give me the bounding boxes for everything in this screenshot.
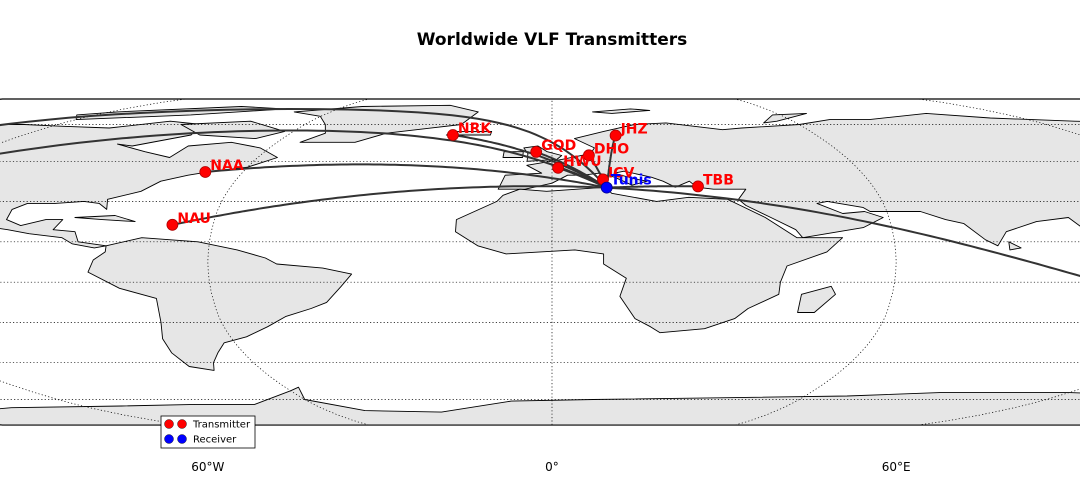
- land-cuba: [74, 215, 136, 223]
- path-nwc: [606, 186, 1080, 277]
- land-svalbard: [592, 108, 651, 114]
- longitude-gridline: [0, 98, 186, 426]
- path-tbb: [606, 185, 698, 189]
- transmitter-marker: [552, 161, 564, 174]
- transmitter-label: GQD: [541, 138, 576, 154]
- path-nau: [172, 185, 607, 226]
- transmitter-label: DHO: [594, 141, 629, 157]
- transmitter-label: NRK: [458, 121, 492, 137]
- transmitter-marker: [199, 166, 212, 178]
- legend-marker: [164, 434, 174, 444]
- station-markers: NPMNLKNAANAUNRKJHZGQDDHOHWUICVTBBNWCTuni…: [166, 121, 734, 231]
- path-nlk: [0, 129, 608, 189]
- path-npm: [0, 107, 608, 189]
- longitude-label: 0°: [545, 460, 559, 474]
- legend-marker: [164, 419, 174, 429]
- legend-label: Transmitter: [192, 420, 251, 431]
- legend-box: [160, 415, 256, 449]
- legend-marker: [177, 419, 187, 429]
- transmitter-marker: [609, 129, 622, 142]
- map-title: Worldwide VLF Transmitters: [417, 30, 688, 50]
- transmitter-marker: [692, 180, 704, 193]
- transmitter-label: TBB: [703, 172, 734, 188]
- legend-marker: [177, 434, 187, 444]
- transmitter-marker: [530, 145, 543, 158]
- longitude-label: 60°W: [191, 460, 224, 474]
- path-naa: [205, 163, 607, 189]
- path-hwu: [557, 166, 608, 189]
- transmitter-marker: [583, 149, 595, 162]
- land-sri-lanka: [1008, 241, 1022, 251]
- transmitter-marker: [446, 129, 459, 141]
- legend: Transmitter Receiver: [160, 415, 256, 449]
- receiver-label: Tunis: [611, 173, 652, 189]
- longitude-labels: 120°W60°W0°60°E120°E: [191, 460, 911, 474]
- land-north-america: [0, 120, 278, 249]
- longitude-label: 60°E: [882, 460, 911, 474]
- transmitter-label: NAU: [177, 211, 211, 227]
- land-eurasia: [497, 112, 1080, 247]
- transmitter-label: HWU: [563, 154, 602, 170]
- path-gqd: [535, 150, 608, 189]
- land-greenland: [293, 104, 479, 143]
- land-madagascar: [797, 285, 836, 313]
- world-map: [0, 98, 1080, 426]
- receiver-marker: [600, 181, 613, 194]
- propagation-paths: [0, 107, 1080, 277]
- land-novaya-zemlya: [763, 112, 807, 124]
- transmitter-label: NAA: [210, 158, 244, 174]
- transmitter-label: ICV: [608, 165, 634, 181]
- legend-label: Receiver: [193, 435, 237, 446]
- transmitter-marker: [166, 218, 179, 231]
- land-south-america: [87, 237, 353, 371]
- transmitter-label: JHZ: [620, 122, 648, 138]
